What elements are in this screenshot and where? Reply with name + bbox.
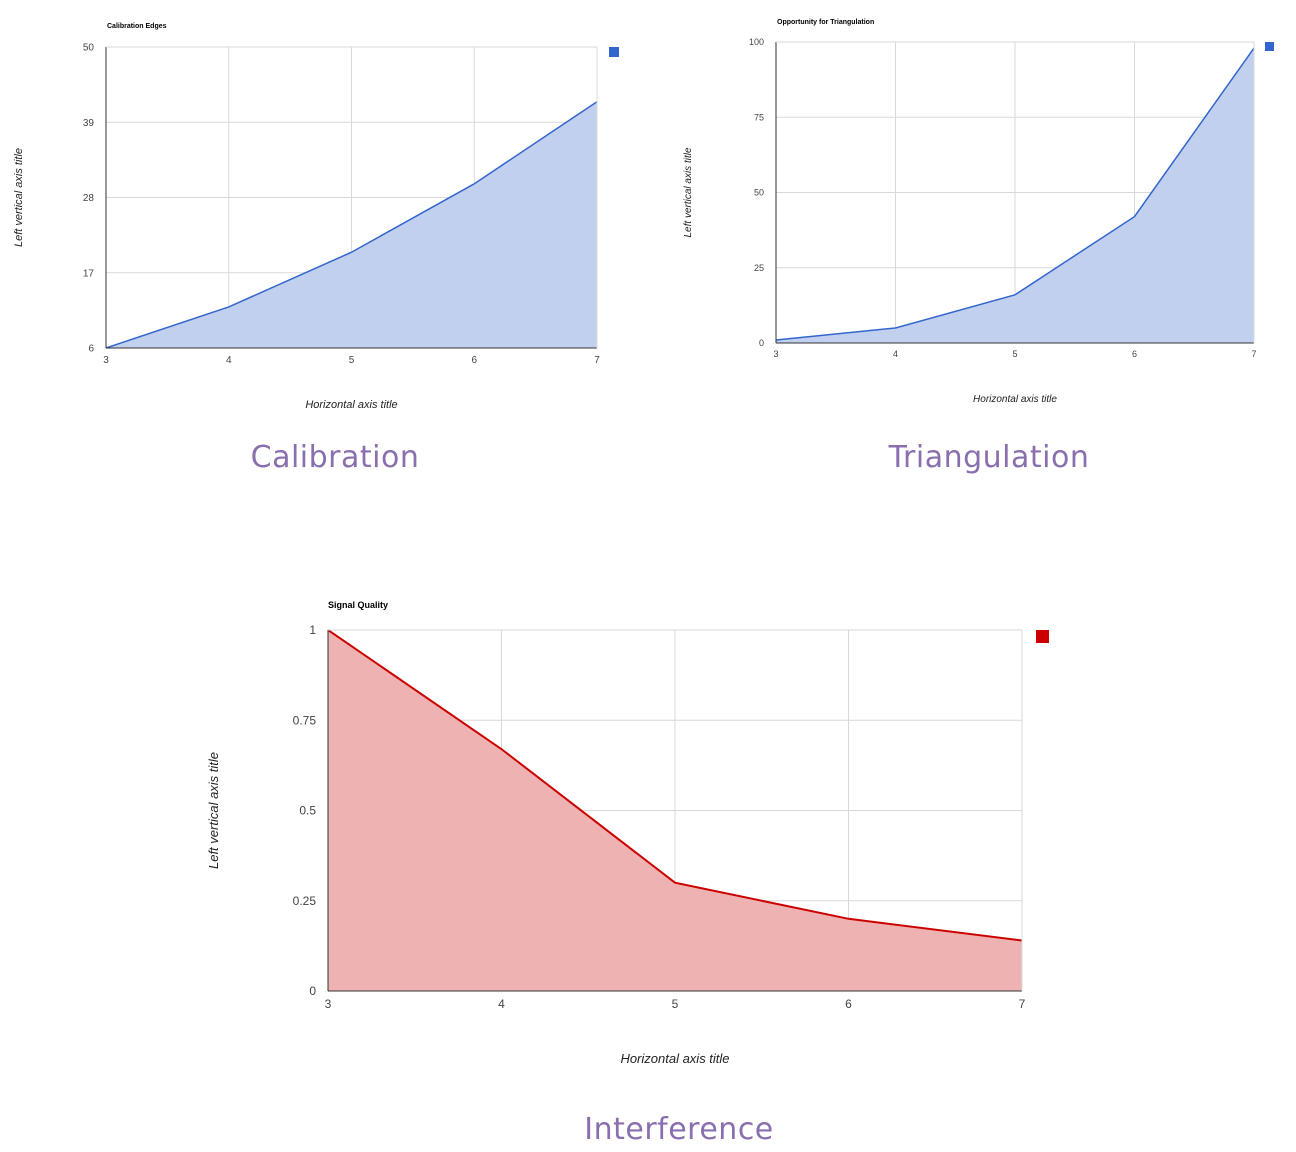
y-tick-label: 17: [83, 268, 95, 279]
y-tick-label: 0.75: [293, 713, 317, 727]
x-tick-label: 6: [1132, 349, 1137, 359]
x-tick-label: 3: [773, 349, 778, 359]
caption-interference: Interference: [584, 1112, 774, 1147]
x-tick-label: 4: [498, 997, 505, 1011]
x-tick-label: 4: [893, 349, 898, 359]
x-tick-label: 4: [226, 355, 232, 366]
y-tick-label: 0.25: [293, 894, 317, 908]
x-axis-title: Horizontal axis title: [973, 394, 1057, 405]
chart-triangulation: Opportunity for Triangulation02550751003…: [683, 19, 1274, 405]
chart-title: Signal Quality: [328, 600, 388, 610]
caption-triangulation: Triangulation: [888, 440, 1090, 475]
y-tick-label: 1: [309, 623, 316, 637]
chart-title: Opportunity for Triangulation: [777, 19, 874, 26]
legend-swatch: [1265, 42, 1274, 51]
x-axis-title: Horizontal axis title: [305, 399, 397, 411]
y-axis-title: Left vertical axis title: [206, 752, 221, 869]
legend-swatch: [609, 47, 619, 57]
y-tick-label: 0.5: [299, 804, 316, 818]
y-tick-label: 75: [754, 112, 764, 122]
x-tick-label: 7: [1251, 349, 1256, 359]
chart-calibration: Calibration Edges 6 17 28 39 50 3 4 5 6 7 Horizonta…: [13, 23, 619, 411]
legend-swatch: [1036, 630, 1049, 643]
y-tick-label: 0: [309, 984, 316, 998]
series-area: [106, 101, 597, 349]
y-tick-label: 39: [83, 118, 95, 129]
caption-calibration: Calibration: [250, 440, 420, 475]
y-axis-title: Left vertical axis title: [13, 148, 25, 247]
x-tick-label: 5: [1012, 349, 1017, 359]
x-tick-label: 3: [325, 997, 332, 1011]
series-area: [776, 48, 1254, 344]
x-tick-label: 6: [845, 997, 852, 1011]
x-tick-label: 6: [471, 355, 477, 366]
chart-title: Calibration Edges: [107, 23, 167, 30]
y-tick-label: 100: [749, 37, 764, 47]
x-tick-label: 3: [103, 355, 109, 366]
y-tick-label: 28: [83, 193, 95, 204]
y-axis-title: Left vertical axis title: [683, 147, 694, 237]
y-tick-label: 0: [759, 338, 764, 348]
x-tick-label: 5: [349, 355, 355, 366]
chart-interference: Signal Quality 0 0.25 0.5 0.75 1 3 4 5 6 7 Horizont…: [206, 600, 1049, 1066]
y-tick-label: 50: [83, 43, 95, 54]
y-tick-label: 25: [754, 263, 764, 273]
x-tick-label: 5: [672, 997, 679, 1011]
y-tick-label: 6: [88, 344, 94, 355]
x-tick-label: 7: [1019, 997, 1026, 1011]
x-tick-label: 7: [594, 355, 600, 366]
series-area: [328, 630, 1022, 991]
x-axis-title: Horizontal axis title: [620, 1051, 729, 1066]
y-tick-label: 50: [754, 188, 764, 198]
